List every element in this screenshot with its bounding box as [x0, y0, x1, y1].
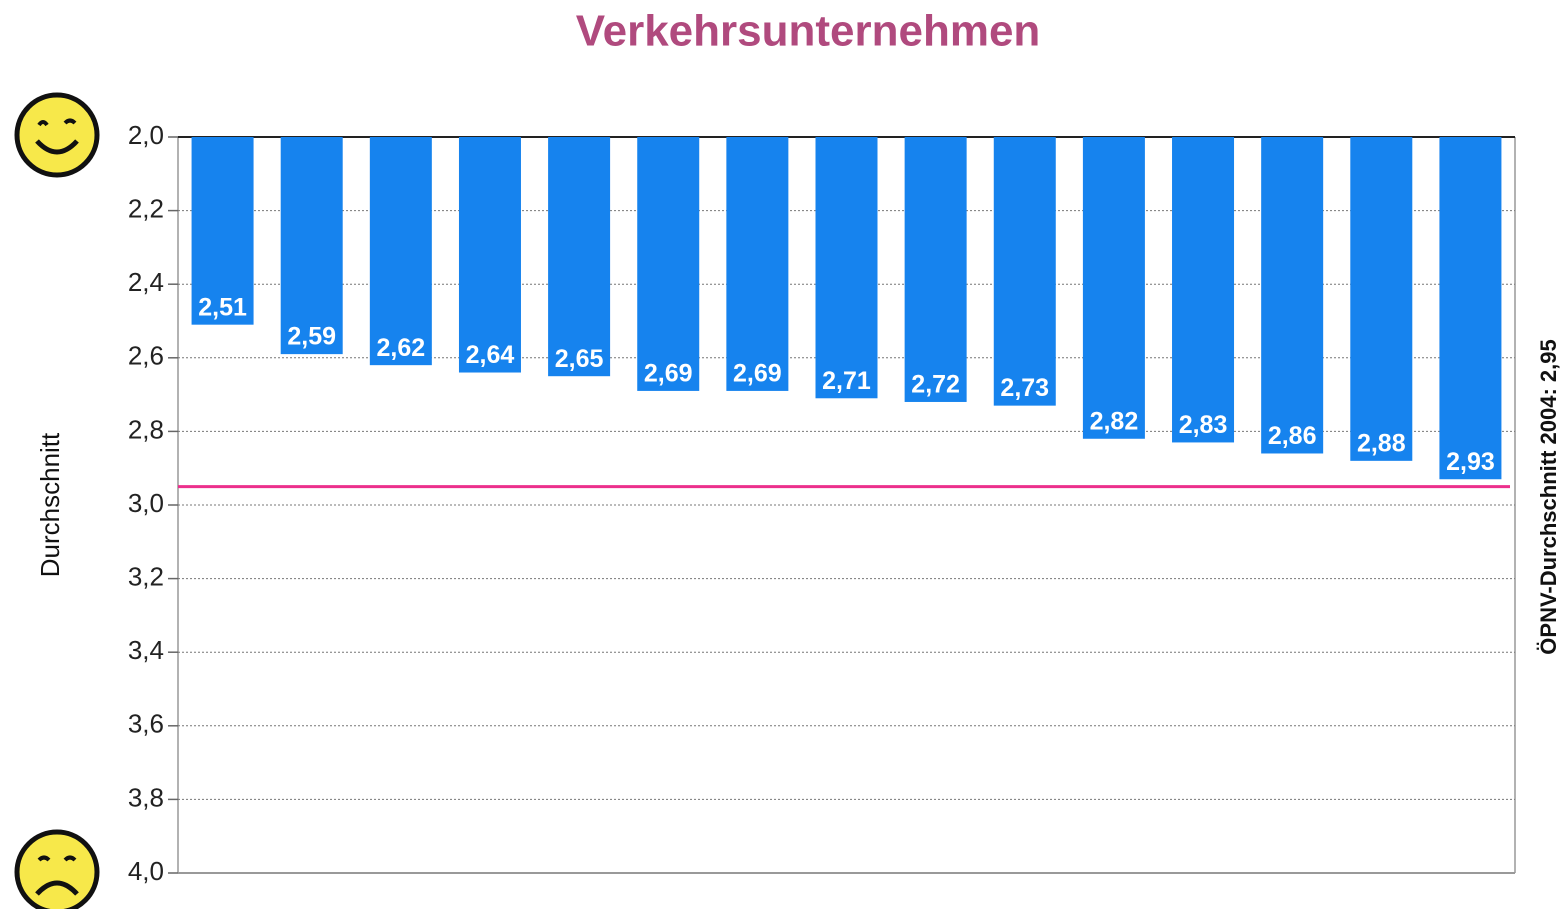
y-tick-label: 3,4 — [128, 635, 164, 665]
bar — [191, 137, 254, 325]
y-tick-label: 3,8 — [128, 782, 164, 812]
y-tick-label: 4,0 — [128, 856, 164, 886]
value-label: 2,82 — [1090, 407, 1139, 435]
bar — [815, 137, 878, 399]
y-tick-label: 3,0 — [128, 488, 164, 518]
value-label: 2,93 — [1446, 448, 1495, 476]
value-label: 2,71 — [822, 367, 871, 395]
happy-face — [14, 92, 100, 178]
value-label: 2,69 — [644, 360, 693, 388]
bar — [548, 137, 611, 377]
y-tick-label: 2,2 — [128, 193, 164, 223]
bar — [1439, 137, 1502, 480]
value-label: 2,83 — [1179, 411, 1228, 439]
y-tick-label: 3,2 — [128, 561, 164, 591]
chart-title: Verkehrsunternehmen — [576, 7, 1041, 56]
value-label: 2,62 — [376, 334, 425, 362]
bar — [637, 137, 700, 391]
sad-face — [14, 829, 100, 909]
reference-label: ÖPNV-Durchschnitt 2004: 2,95 — [1536, 339, 1561, 654]
value-label: 2,73 — [1000, 374, 1049, 402]
value-label: 2,51 — [198, 293, 247, 321]
y-tick-label: 2,0 — [128, 120, 164, 150]
value-label: 2,88 — [1357, 429, 1406, 457]
y-tick-label: 2,6 — [128, 341, 164, 371]
y-tick-label: 2,8 — [128, 414, 164, 444]
value-label: 2,86 — [1268, 422, 1317, 450]
bar — [458, 137, 521, 373]
value-label: 2,69 — [733, 360, 782, 388]
bar — [1350, 137, 1413, 461]
y-tick-label: 3,6 — [128, 709, 164, 739]
bar — [1082, 137, 1145, 439]
bar — [280, 137, 343, 355]
value-label: 2,64 — [466, 341, 515, 369]
bar — [1172, 137, 1235, 443]
bar — [993, 137, 1056, 406]
bar — [726, 137, 789, 391]
bar — [1261, 137, 1324, 454]
y-tick-label: 2,4 — [128, 267, 164, 297]
value-label: 2,72 — [911, 371, 960, 399]
bar — [369, 137, 432, 366]
value-label: 2,65 — [555, 345, 604, 373]
value-label: 2,59 — [287, 323, 336, 351]
y-axis-label: Durchschnitt — [35, 432, 65, 577]
bar — [904, 137, 967, 402]
